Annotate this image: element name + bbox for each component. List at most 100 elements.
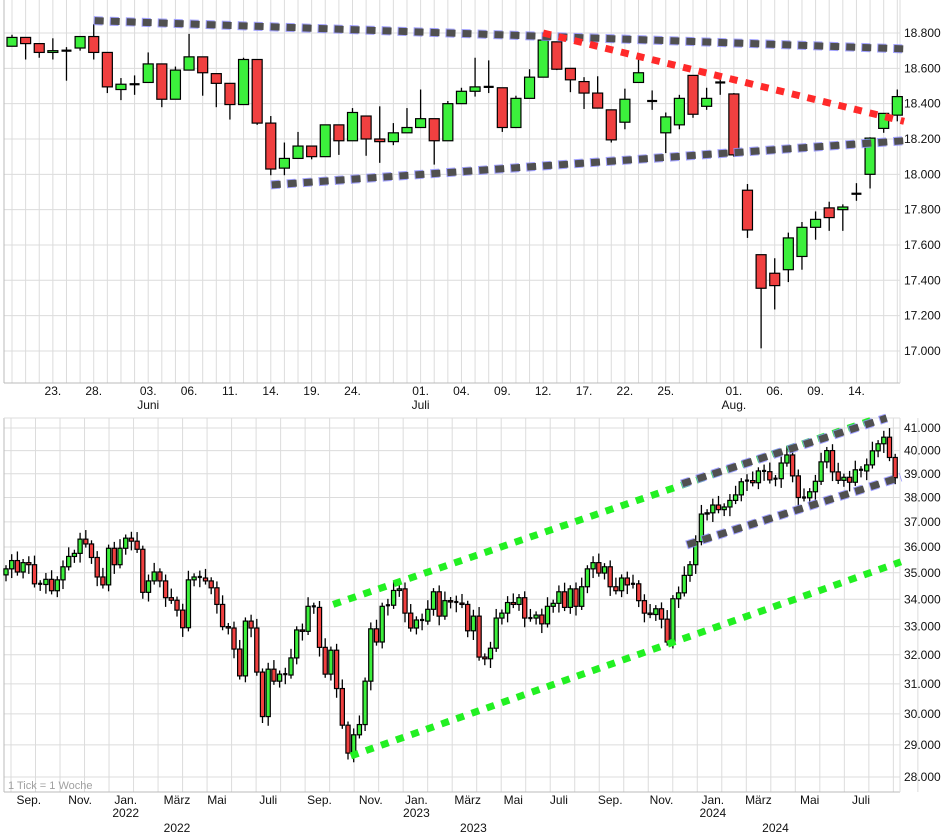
candle-body-up <box>185 579 192 629</box>
candle-body-up <box>117 547 123 566</box>
weekly-candle <box>225 622 231 635</box>
x-tick-label: Juli <box>852 793 870 807</box>
daily-candle <box>88 24 100 60</box>
weekly-candle <box>687 561 693 582</box>
candle-body-up <box>493 617 499 649</box>
weekly-candle <box>333 643 340 698</box>
candle-body-up <box>6 36 18 47</box>
weekly-candle <box>254 618 260 676</box>
trendline-channel-lower-green <box>349 558 903 760</box>
x-tick-label: 06. <box>766 384 783 398</box>
weekly-candle <box>390 581 397 609</box>
y-tick-label: 17.000 <box>904 344 941 358</box>
weekly-candle <box>812 474 819 501</box>
weekly-candle <box>881 430 887 453</box>
weekly-candle <box>835 462 841 485</box>
candle-body-down <box>31 564 38 585</box>
candle-body-down <box>20 36 32 45</box>
candle-body-up <box>796 226 808 258</box>
candle-body-down <box>251 58 263 124</box>
candle-body-down <box>168 597 174 601</box>
candle-body-down <box>214 587 220 606</box>
weekly-candle <box>869 441 876 469</box>
x-tick-label: Nov. <box>650 793 674 807</box>
daily-grid <box>4 0 900 383</box>
candle-body-up <box>809 218 822 228</box>
x-tick-label: 09. <box>807 384 824 398</box>
weekly-candle <box>60 560 66 590</box>
candle-body-down <box>48 578 55 592</box>
candle-body-up <box>806 491 813 499</box>
candle-body-down <box>316 606 323 648</box>
weekly-candle <box>111 541 117 574</box>
candle-body-down <box>333 124 345 142</box>
weekly-candle <box>539 608 545 634</box>
candle-body-down <box>197 56 209 74</box>
daily-candle <box>619 88 631 130</box>
candle-body-up <box>523 76 536 99</box>
candle-body-down <box>482 656 488 660</box>
candle-body-up <box>784 454 790 464</box>
weekly-candle <box>208 577 214 595</box>
x-year-band-label: 2024 <box>762 821 789 835</box>
candle-body-up <box>755 470 762 484</box>
candle-body-up <box>721 506 727 511</box>
x-year-label: 2023 <box>403 806 430 820</box>
candle-body-down <box>829 449 836 473</box>
candle-body-down <box>134 540 140 550</box>
candle-body-up <box>169 69 182 100</box>
weekly-candle <box>185 570 192 632</box>
weekly-candle <box>762 464 767 481</box>
candle-body-down <box>374 138 386 143</box>
candle-body-up <box>368 628 374 682</box>
weekly-candle <box>356 715 363 739</box>
candle-body-down <box>26 562 32 566</box>
candle-body-up <box>710 504 716 514</box>
candle-body-down <box>664 618 670 643</box>
candle-body-up <box>738 481 745 496</box>
x-tick-label: Nov. <box>359 793 383 807</box>
candle-body-up <box>864 137 876 175</box>
daily-candle <box>523 69 536 99</box>
daily-candle <box>823 201 835 231</box>
daily-candle <box>346 108 359 142</box>
candle-body-up <box>319 124 331 158</box>
candle-body-up <box>191 576 197 581</box>
weekly-candle <box>413 616 420 635</box>
candle-body-down <box>33 42 45 54</box>
weekly-candle <box>408 604 414 632</box>
candle-body-up <box>20 562 26 573</box>
candle-body-up <box>9 559 15 570</box>
x-tick-label: Mai <box>207 793 226 807</box>
weekly-candle <box>71 549 78 563</box>
candle-body-down <box>88 543 95 559</box>
candle-body-up <box>122 537 129 549</box>
weekly-candle <box>276 670 283 688</box>
weekly-candle <box>567 585 574 614</box>
candle-body-up <box>881 436 887 445</box>
candle-body-up <box>681 574 688 594</box>
weekly-candle <box>510 593 517 609</box>
weekly-candle <box>852 460 859 486</box>
y-tick-label: 28.000 <box>904 770 941 784</box>
candle-body-up <box>292 145 304 160</box>
candle-body-down <box>299 629 306 632</box>
candle-body-up <box>362 680 368 726</box>
x-tick-label: 24. <box>344 384 361 398</box>
weekly-candle <box>283 667 288 685</box>
weekly-candle <box>487 641 494 668</box>
candle-body-up <box>328 649 334 675</box>
candle-body-down <box>202 577 209 582</box>
weekly-candle <box>504 596 511 623</box>
x-tick-label: 28. <box>85 384 102 398</box>
x-tick-label: Jan. <box>114 793 137 807</box>
candle-body-up <box>499 612 505 619</box>
trendline-channel-upper-gray-line <box>680 414 888 488</box>
trendline-channel-lower-gray-line <box>685 473 902 549</box>
x-tick-label: 04. <box>453 384 470 398</box>
y-tick-label: 17.400 <box>904 273 941 287</box>
candle-body-down <box>180 609 186 629</box>
trendline-lower-support-line <box>270 137 905 189</box>
candle-body-up <box>288 657 294 676</box>
weekly-candle <box>721 503 727 517</box>
